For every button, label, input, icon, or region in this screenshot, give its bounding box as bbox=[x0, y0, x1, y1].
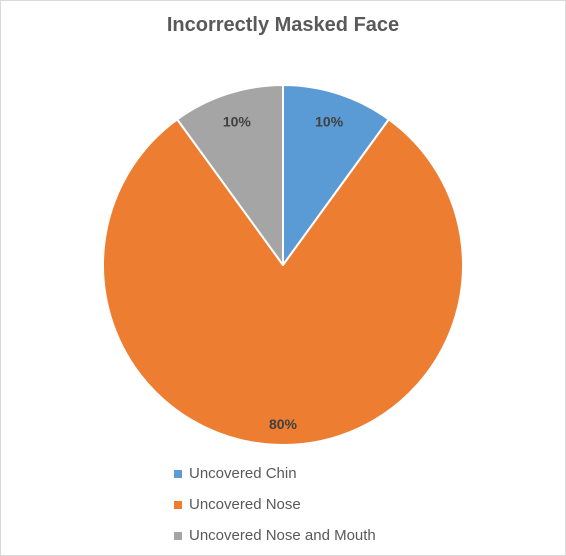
pie-slice-uncovered-nose bbox=[102, 118, 464, 446]
pie-slice-uncovered-nose-and-mouth bbox=[176, 84, 284, 266]
legend-swatch-uncovered-nose bbox=[174, 500, 182, 509]
legend-swatch-uncovered-nose-and-mouth bbox=[174, 531, 182, 540]
pie-slice-labels: 10% 80% 10% bbox=[223, 114, 344, 432]
legend-label-uncovered-nose-and-mouth: Uncovered Nose and Mouth bbox=[189, 527, 376, 544]
legend-item-uncovered-chin: Uncovered Chin bbox=[174, 458, 376, 489]
data-label-uncovered-nose-and-mouth: 10% bbox=[223, 114, 252, 130]
legend-label-uncovered-chin: Uncovered Chin bbox=[189, 465, 297, 482]
legend-swatch-uncovered-chin bbox=[174, 469, 182, 478]
pie-slice-uncovered-chin bbox=[282, 84, 390, 266]
chart-title: Incorrectly Masked Face bbox=[166, 14, 400, 36]
legend: Uncovered Chin Uncovered Nose Uncovered … bbox=[174, 458, 376, 551]
pie-slices bbox=[102, 84, 464, 446]
data-label-uncovered-nose: 80% bbox=[269, 416, 298, 432]
legend-label-uncovered-nose: Uncovered Nose bbox=[189, 496, 301, 513]
legend-item-uncovered-nose-and-mouth: Uncovered Nose and Mouth bbox=[174, 520, 376, 551]
legend-item-uncovered-nose: Uncovered Nose bbox=[174, 489, 376, 520]
data-label-uncovered-chin: 10% bbox=[315, 114, 344, 130]
